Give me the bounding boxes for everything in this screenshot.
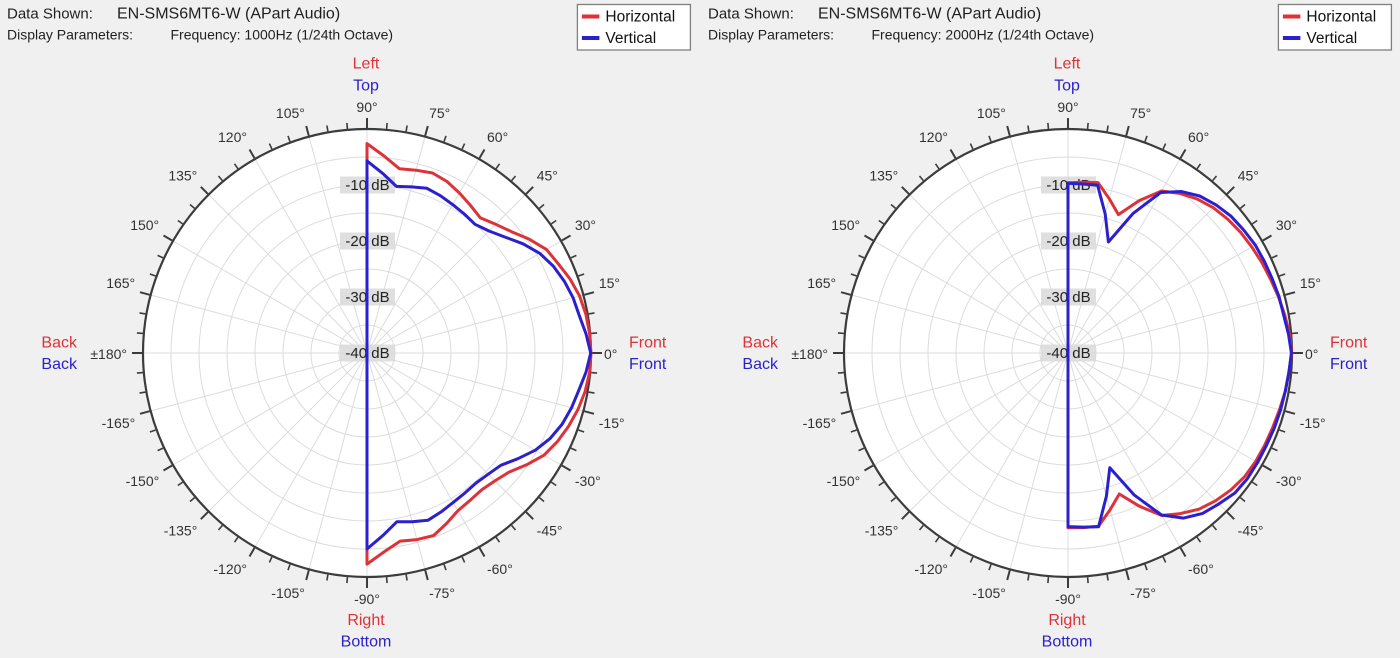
svg-text:150°: 150° [831,217,860,233]
svg-text:-150°: -150° [827,473,861,489]
svg-text:Left: Left [353,56,380,73]
svg-text:75°: 75° [1130,105,1151,121]
svg-text:-90°: -90° [1055,591,1081,607]
svg-text:Back: Back [742,356,779,373]
svg-text:-45°: -45° [537,523,563,539]
svg-text:30°: 30° [575,217,596,233]
svg-text:45°: 45° [1238,167,1259,183]
svg-text:165°: 165° [106,275,135,291]
svg-text:Back: Back [41,335,78,352]
svg-text:135°: 135° [869,167,898,183]
svg-text:EN-SMS6MT6-W (APart Audio): EN-SMS6MT6-W (APart Audio) [818,5,1041,22]
svg-text:-120°: -120° [213,561,247,577]
svg-text:Front: Front [629,335,667,352]
svg-text:15°: 15° [1300,275,1321,291]
svg-text:Right: Right [347,612,385,629]
svg-text:60°: 60° [487,129,508,145]
svg-text:Front: Front [1330,356,1368,373]
svg-text:Left: Left [1054,56,1081,73]
svg-text:Horizontal: Horizontal [605,8,675,25]
svg-text:0°: 0° [1305,346,1318,362]
svg-text:Front: Front [629,356,667,373]
svg-text:120°: 120° [218,129,247,145]
svg-text:120°: 120° [919,129,948,145]
svg-text:Back: Back [41,356,78,373]
svg-text:105°: 105° [276,105,305,121]
svg-text:Data Shown:: Data Shown: [708,5,794,22]
svg-text:90°: 90° [1057,99,1078,115]
svg-text:90°: 90° [356,99,377,115]
svg-text:60°: 60° [1188,129,1209,145]
svg-text:-75°: -75° [1130,585,1156,601]
svg-text:-165°: -165° [803,415,837,431]
svg-text:-60°: -60° [1188,561,1214,577]
svg-text:-90°: -90° [354,591,380,607]
svg-text:Frequency: 2000Hz (1/24th Octa: Frequency: 2000Hz (1/24th Octave) [872,26,1095,42]
svg-text:-105°: -105° [972,585,1006,601]
svg-text:Front: Front [1330,335,1368,352]
svg-text:-135°: -135° [164,523,198,539]
svg-text:-60°: -60° [487,561,513,577]
svg-text:-105°: -105° [271,585,305,601]
svg-text:Top: Top [1054,78,1080,95]
svg-text:Horizontal: Horizontal [1306,8,1376,25]
svg-text:45°: 45° [537,167,558,183]
svg-text:Bottom: Bottom [1042,634,1093,651]
svg-text:105°: 105° [977,105,1006,121]
svg-text:-135°: -135° [865,523,899,539]
svg-text:-165°: -165° [102,415,136,431]
svg-text:30°: 30° [1276,217,1297,233]
svg-text:-30°: -30° [1276,473,1302,489]
svg-text:Display Parameters:: Display Parameters: [708,26,834,42]
svg-text:±180°: ±180° [791,346,828,362]
svg-text:Display Parameters:: Display Parameters: [7,26,133,42]
svg-text:-45°: -45° [1238,523,1264,539]
svg-text:EN-SMS6MT6-W (APart Audio): EN-SMS6MT6-W (APart Audio) [117,5,340,22]
svg-text:150°: 150° [130,217,159,233]
svg-text:Vertical: Vertical [605,30,656,47]
svg-text:-75°: -75° [429,585,455,601]
svg-text:75°: 75° [429,105,450,121]
svg-text:-30°: -30° [575,473,601,489]
svg-text:Back: Back [742,335,779,352]
svg-text:Frequency: 1000Hz (1/24th Octa: Frequency: 1000Hz (1/24th Octave) [171,26,394,42]
svg-text:165°: 165° [807,275,836,291]
svg-text:Vertical: Vertical [1306,30,1357,47]
svg-text:Top: Top [353,78,379,95]
svg-text:15°: 15° [599,275,620,291]
svg-text:135°: 135° [168,167,197,183]
svg-text:Bottom: Bottom [341,634,392,651]
svg-text:-120°: -120° [914,561,948,577]
svg-text:0°: 0° [604,346,617,362]
svg-text:Right: Right [1048,612,1086,629]
svg-text:Data Shown:: Data Shown: [7,5,93,22]
svg-text:-150°: -150° [126,473,160,489]
svg-text:-15°: -15° [599,415,625,431]
svg-text:-15°: -15° [1300,415,1326,431]
svg-text:±180°: ±180° [90,346,127,362]
